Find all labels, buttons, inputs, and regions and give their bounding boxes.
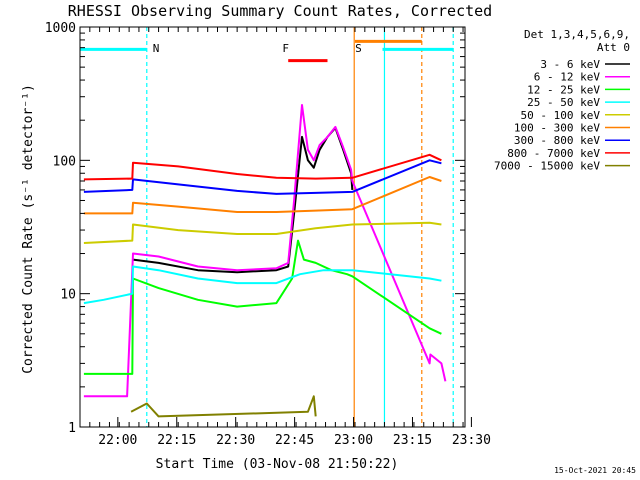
- series-line-1: [83, 104, 447, 398]
- y-tick-label: 100: [53, 154, 76, 169]
- y-tick-label: 1000: [45, 21, 76, 36]
- legend-entry-label: 25 - 50 keV: [527, 96, 600, 109]
- legend-entry-label: 12 - 25 keV: [527, 83, 600, 96]
- axis-layer: 1 10 100 1000 22:00 22:15 22:30 22:45 23:00 23:15…: [45, 21, 491, 448]
- y-tick-label: 1: [68, 421, 76, 436]
- x-tick-label: 23:15: [393, 433, 432, 448]
- series-line-8: [130, 395, 317, 418]
- chart-title: RHESSI Observing Summary Count Rates, Co…: [68, 2, 492, 20]
- legend-entry-label: 3 - 6 keV: [540, 58, 600, 71]
- annotation-n: N: [153, 42, 160, 55]
- series-line-4: [83, 221, 442, 244]
- x-tick-label: 22:45: [275, 433, 314, 448]
- legend-entry-label: 50 - 100 keV: [521, 109, 601, 122]
- annotation-s: S: [355, 42, 362, 55]
- legend-entry-label: 800 - 7000 keV: [507, 147, 600, 160]
- series-line-7: [83, 153, 442, 181]
- legend-entry-label: 7000 - 15000 keV: [494, 160, 600, 173]
- plot-frame: [79, 26, 466, 428]
- legend-entry-label: 100 - 300 keV: [514, 122, 600, 135]
- y-axis-label: Corrected Count Rate (s⁻¹ detector⁻¹): [21, 84, 36, 374]
- annotation-f: F: [282, 42, 289, 55]
- series-line-6: [83, 159, 442, 195]
- legend-header-attenuator: Att 0: [597, 41, 630, 54]
- x-tick-label: 23:30: [452, 433, 491, 448]
- x-tick-label: 22:30: [216, 433, 255, 448]
- legend-header-detectors: Det 1,3,4,5,6,9,: [524, 28, 630, 41]
- series-line-2: [83, 239, 442, 375]
- y-tick-label: 10: [60, 288, 76, 303]
- legend-entry-label: 300 - 800 keV: [514, 134, 600, 147]
- x-tick-label: 22:00: [98, 433, 137, 448]
- x-tick-label: 22:15: [157, 433, 196, 448]
- series-line-5: [83, 176, 442, 215]
- x-axis-label: Start Time (03-Nov-08 21:50:22): [156, 457, 399, 472]
- series-line-3: [83, 265, 442, 305]
- legend-entry-label: 6 - 12 keV: [534, 71, 601, 84]
- x-tick-label: 23:00: [334, 433, 373, 448]
- render-timestamp: 15-Oct-2021 20:45: [554, 466, 636, 475]
